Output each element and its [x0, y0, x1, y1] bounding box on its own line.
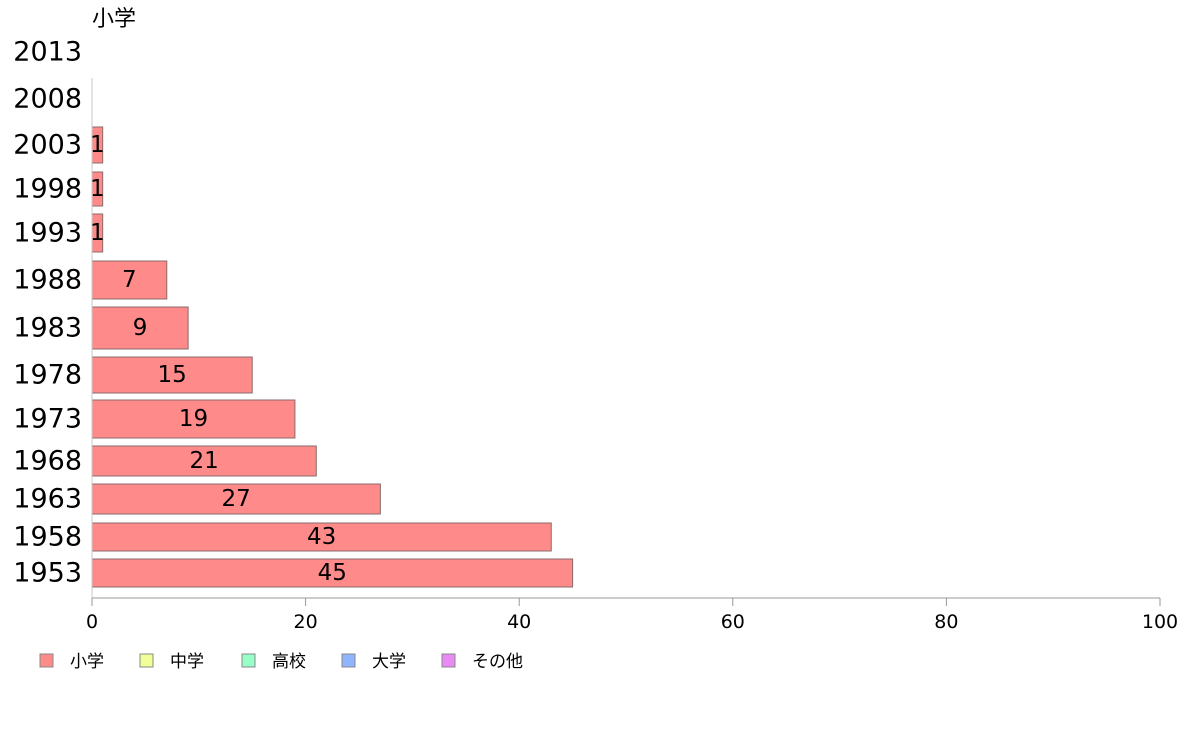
data-label: 27 [222, 486, 251, 512]
legend-label: 小学 [70, 652, 104, 672]
y-tick-label: 1978 [13, 360, 82, 391]
bar [91, 522, 552, 552]
data-label: 1 [90, 220, 105, 246]
x-tick-label: 40 [507, 611, 531, 633]
x-axis: 0 20 40 60 80 100 [86, 78, 1178, 633]
legend-item: 大学 [341, 652, 406, 672]
y-tick-label: 1958 [13, 522, 82, 553]
bar [91, 558, 574, 588]
data-label: 1 [90, 176, 105, 202]
x-tick-label: 0 [86, 611, 98, 633]
y-tick-label: 1988 [13, 265, 82, 296]
y-tick-label: 1953 [13, 558, 82, 589]
data-label: 9 [133, 315, 148, 341]
bar [91, 445, 317, 477]
legend-label: 中学 [170, 652, 204, 672]
bars-layer: 2013 2008 2003 1 1998 1 1993 1 1988 7 1983 9 1978 15 1… [13, 37, 574, 589]
legend-item: その他 [441, 652, 523, 672]
legend-swatch [341, 653, 356, 668]
legend-item: 中学 [139, 652, 204, 672]
x-tick-label: 60 [721, 611, 745, 633]
legend-item: 高校 [241, 652, 306, 672]
y-tick-label: 1973 [13, 404, 82, 435]
y-tick-label: 1968 [13, 446, 82, 477]
legend: 小学 中学 高校 大学 その他 [39, 652, 523, 672]
y-tick-label: 1963 [13, 484, 82, 515]
legend-swatch [441, 653, 456, 668]
bar [91, 483, 381, 515]
x-tick-label: 20 [294, 611, 318, 633]
legend-label: 高校 [272, 652, 306, 672]
legend-swatch [139, 653, 154, 668]
x-tick-label: 100 [1142, 611, 1178, 633]
bar [91, 260, 168, 300]
data-label: 19 [179, 406, 208, 432]
legend-label: 大学 [372, 652, 406, 672]
bar [91, 399, 296, 439]
y-tick-label: 2008 [13, 84, 82, 115]
data-label: 7 [122, 267, 137, 293]
legend-label: その他 [472, 652, 523, 672]
y-tick-label: 2003 [13, 130, 82, 161]
data-label: 21 [189, 448, 218, 474]
y-tick-label: 1983 [13, 313, 82, 344]
data-label: 45 [318, 560, 347, 586]
x-tick-label: 80 [934, 611, 958, 633]
data-label: 43 [307, 524, 336, 550]
y-tick-label: 1998 [13, 174, 82, 205]
legend-item: 小学 [39, 652, 104, 672]
data-label: 15 [157, 362, 186, 388]
legend-swatch [241, 653, 256, 668]
chart-title: 小学 [92, 7, 136, 32]
legend-swatch [39, 653, 54, 668]
y-tick-label: 2013 [13, 37, 82, 68]
y-tick-label: 1993 [13, 218, 82, 249]
bar [91, 306, 189, 350]
data-label: 1 [90, 132, 105, 158]
